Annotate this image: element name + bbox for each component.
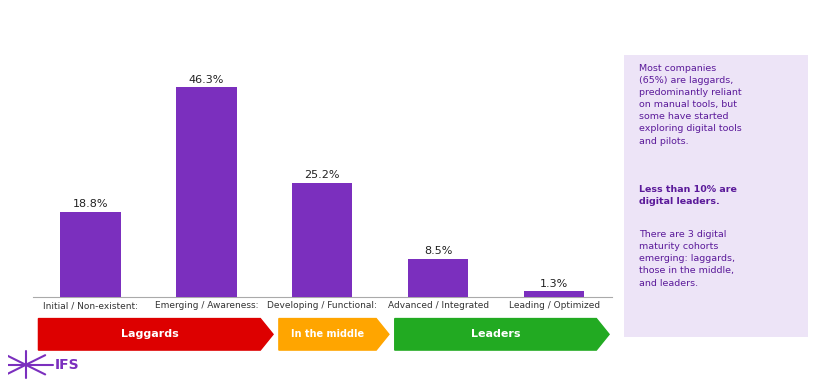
Polygon shape — [279, 319, 389, 350]
Text: 25.2%: 25.2% — [304, 170, 340, 180]
Bar — [176, 88, 237, 297]
Bar — [292, 183, 353, 297]
Text: 1.3%: 1.3% — [540, 279, 568, 288]
Polygon shape — [395, 319, 609, 350]
Polygon shape — [38, 319, 273, 350]
Text: IFS: IFS — [55, 358, 80, 372]
Text: Laggards: Laggards — [121, 329, 178, 339]
Text: 8.5%: 8.5% — [424, 246, 452, 256]
Text: Most companies
(65%) are laggards,
predominantly reliant
on manual tools, but
so: Most companies (65%) are laggards, predo… — [639, 64, 742, 146]
Text: Less than 10% are
digital leaders.: Less than 10% are digital leaders. — [639, 185, 737, 206]
Bar — [524, 291, 584, 297]
Text: There are 3 digital
maturity cohorts
emerging: laggards,
those in the middle,
an: There are 3 digital maturity cohorts eme… — [639, 230, 735, 288]
Text: Most manufacturers are still in initial stages of their transformational journey: Most manufacturers are still in initial … — [64, 18, 752, 33]
Bar — [60, 212, 121, 297]
Text: In the middle: In the middle — [291, 329, 364, 339]
FancyBboxPatch shape — [620, 50, 811, 346]
Text: 18.8%: 18.8% — [73, 199, 109, 209]
Text: Leaders: Leaders — [471, 329, 521, 339]
Text: 46.3%: 46.3% — [188, 75, 224, 85]
Bar — [408, 259, 468, 297]
